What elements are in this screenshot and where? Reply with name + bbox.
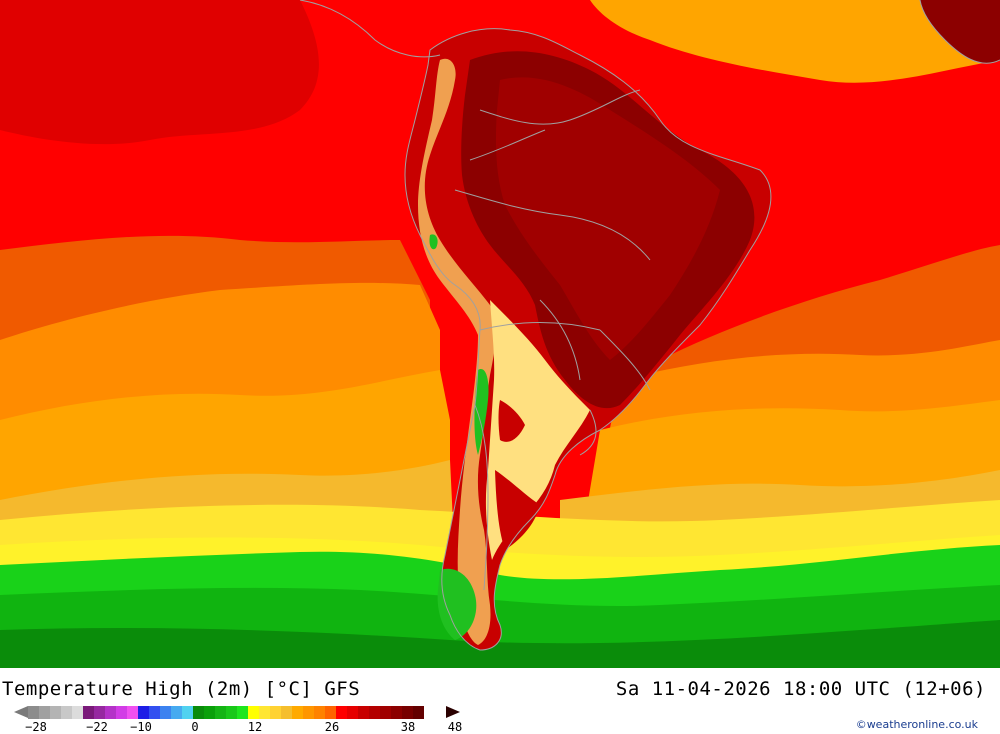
legend-swatch — [50, 706, 61, 719]
legend-swatch — [105, 706, 116, 719]
country-border — [454, 189, 651, 261]
ocean-band-northeast — [590, 0, 1000, 83]
legend-swatch — [347, 706, 358, 719]
map-title: Temperature High (2m) [°C] GFS — [2, 678, 361, 700]
legend-tick: 12 — [247, 720, 263, 734]
legend-swatch — [182, 706, 193, 719]
country-border — [479, 322, 601, 331]
legend-swatch — [292, 706, 303, 719]
legend-swatch — [237, 706, 248, 719]
legend-swatch — [83, 706, 94, 719]
valid-time: Sa 11-04-2026 18:00 UTC (12+06) — [615, 678, 986, 700]
legend-swatch — [270, 706, 281, 719]
central-america-coastline — [299, 0, 441, 58]
country-border — [599, 329, 651, 391]
legend-tick-labels: −28 −22 −10 0 12 26 38 48 — [0, 720, 480, 734]
legend-tick: 38 — [400, 720, 416, 734]
legend-swatch — [149, 706, 160, 719]
country-border — [539, 299, 581, 381]
legend-tick: 0 — [191, 720, 199, 734]
legend-swatch — [380, 706, 391, 719]
legend-tick: −10 — [130, 720, 152, 734]
andes-cold-spot — [429, 234, 438, 250]
legend-swatch — [391, 706, 402, 719]
andes-cold-strip — [474, 369, 489, 455]
legend-swatch — [226, 706, 237, 719]
legend-tick: −28 — [25, 720, 47, 734]
legend-swatch — [281, 706, 292, 719]
legend-swatch — [39, 706, 50, 719]
map-footer: Temperature High (2m) [°C] GFS Sa 11-04-… — [0, 668, 1000, 734]
legend-swatch — [369, 706, 380, 719]
temperature-map — [0, 0, 1000, 668]
legend-tick: 26 — [324, 720, 340, 734]
legend-swatch — [116, 706, 127, 719]
credit-link[interactable]: ©weatheronline.co.uk — [855, 718, 978, 731]
legend-swatch — [127, 706, 138, 719]
legend-swatch — [413, 706, 424, 719]
legend-swatch — [358, 706, 369, 719]
legend-swatch — [72, 706, 83, 719]
ocean-band-south-dark-green — [0, 620, 1000, 668]
northeast-island-hot-zone — [920, 0, 1000, 64]
legend-swatch — [303, 706, 314, 719]
legend-swatch — [336, 706, 347, 719]
country-border — [469, 129, 546, 161]
northeast-island-coastline — [919, 0, 1000, 64]
legend-swatch — [325, 706, 336, 719]
andes-mountain-strip — [418, 58, 496, 646]
legend-swatch — [259, 706, 270, 719]
legend-swatch — [248, 706, 259, 719]
continent-coastline — [404, 28, 772, 651]
legend-swatch — [61, 706, 72, 719]
country-borders — [299, 0, 1000, 651]
legend-swatch — [138, 706, 149, 719]
brazil-very-hot-zone — [495, 77, 720, 360]
legend-tick: 48 — [447, 720, 463, 734]
country-border — [474, 404, 489, 591]
legend-swatch — [171, 706, 182, 719]
country-border — [479, 89, 641, 125]
legend-min-arrow — [14, 706, 28, 718]
legend-tick: −22 — [86, 720, 108, 734]
legend-swatch — [193, 706, 204, 719]
argentina-warm-patch — [495, 470, 540, 550]
ocean-band-north-pacific — [0, 0, 319, 145]
legend-swatch — [28, 706, 39, 719]
southern-chile-cold-zone — [437, 568, 477, 640]
legend-swatch — [402, 706, 413, 719]
color-scale-legend — [28, 706, 424, 719]
country-border — [579, 409, 597, 456]
legend-swatch — [160, 706, 171, 719]
legend-swatch — [314, 706, 325, 719]
legend-swatch — [94, 706, 105, 719]
legend-swatch — [204, 706, 215, 719]
legend-swatch — [215, 706, 226, 719]
south-america-landmass — [405, 0, 1000, 651]
legend-max-arrow — [446, 706, 460, 718]
argentina-north-warm-patch — [498, 400, 525, 442]
